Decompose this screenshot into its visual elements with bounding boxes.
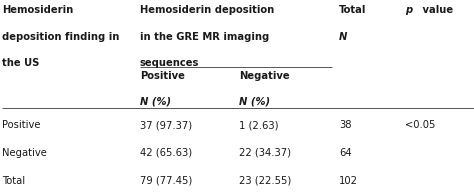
Text: the US: the US [2,58,40,68]
Text: Negative: Negative [2,148,47,158]
Text: Total: Total [2,176,26,186]
Text: Total: Total [339,5,366,15]
Text: Negative: Negative [239,71,290,81]
Text: N: N [339,32,347,42]
Text: Positive: Positive [140,71,185,81]
Text: Hemosiderin: Hemosiderin [2,5,73,15]
Text: Positive: Positive [2,120,41,130]
Text: sequences: sequences [140,58,199,68]
Text: 23 (22.55): 23 (22.55) [239,176,292,186]
Text: p: p [405,5,412,15]
Text: 38: 38 [339,120,351,130]
Text: 79 (77.45): 79 (77.45) [140,176,192,186]
Text: <0.05: <0.05 [405,120,436,130]
Text: N (%): N (%) [140,96,171,106]
Text: deposition finding in: deposition finding in [2,32,120,42]
Text: in the GRE MR imaging: in the GRE MR imaging [140,32,269,42]
Text: 102: 102 [339,176,358,186]
Text: 64: 64 [339,148,352,158]
Text: value: value [419,5,453,15]
Text: 37 (97.37): 37 (97.37) [140,120,192,130]
Text: 42 (65.63): 42 (65.63) [140,148,192,158]
Text: Hemosiderin deposition: Hemosiderin deposition [140,5,274,15]
Text: 1 (2.63): 1 (2.63) [239,120,279,130]
Text: 22 (34.37): 22 (34.37) [239,148,292,158]
Text: N (%): N (%) [239,96,271,106]
